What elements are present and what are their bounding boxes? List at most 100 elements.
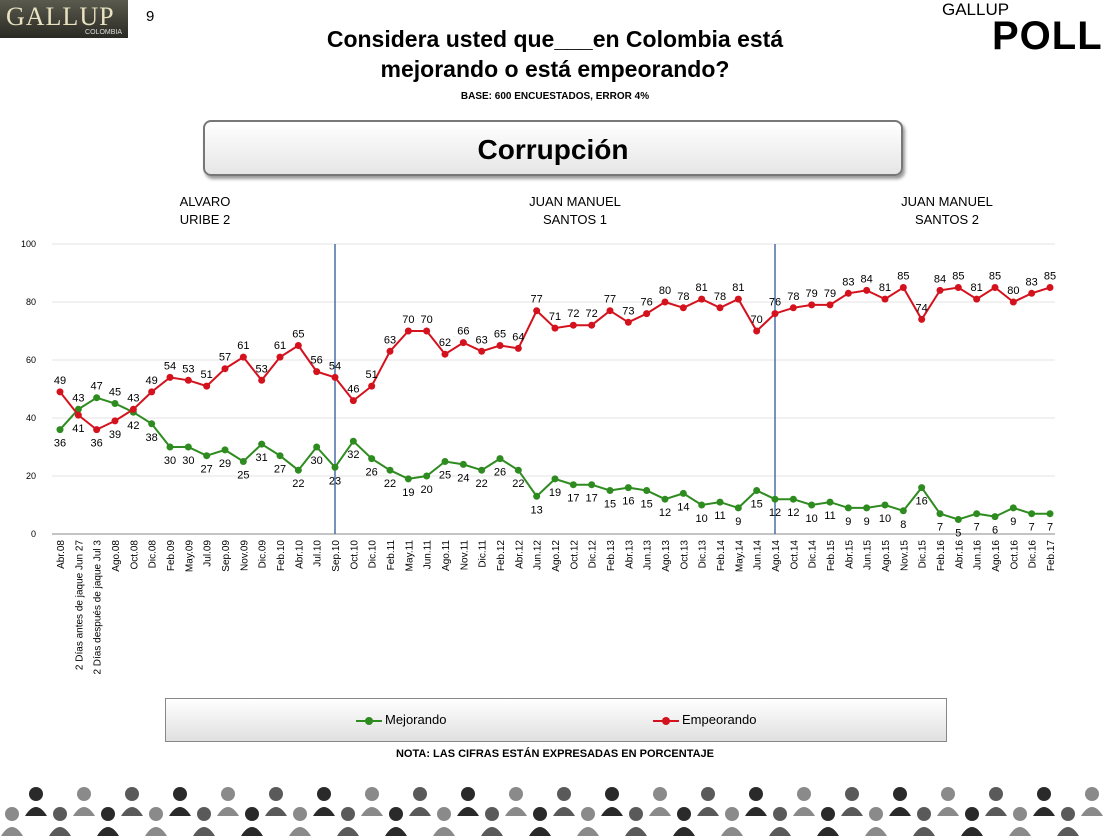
line-chart: 0 20 40 60 80 100 Abr.08 2 Días antes de jaque … <box>21 239 1057 675</box>
person-silhouette-icon <box>217 787 239 816</box>
data-label: 70 <box>402 314 414 326</box>
data-label: 7 <box>974 522 980 534</box>
data-point <box>753 327 761 335</box>
data-point <box>203 382 211 390</box>
x-tick-label: Jun.11 <box>423 540 434 570</box>
data-label: 22 <box>512 478 524 490</box>
data-point <box>294 342 302 349</box>
person-silhouette-icon <box>385 807 407 836</box>
data-label: 7 <box>937 522 943 534</box>
data-point <box>918 315 926 323</box>
data-point <box>808 501 816 509</box>
data-label: 38 <box>146 432 158 444</box>
data-point <box>588 481 596 489</box>
person-silhouette-icon <box>985 787 1007 816</box>
person-silhouette-icon <box>721 807 743 836</box>
data-label: 9 <box>864 516 870 528</box>
x-tick-label: Feb.13 <box>606 540 617 572</box>
person-silhouette-icon <box>169 787 191 816</box>
period-label-line2: SANTOS 1 <box>542 212 608 227</box>
data-point <box>404 327 412 335</box>
x-tick-label: 2 Días después de jaque Jul 3 <box>93 540 104 675</box>
data-label: 23 <box>329 475 341 487</box>
data-label: 8 <box>900 519 906 531</box>
person-silhouette-icon <box>145 807 167 836</box>
x-tick-label: Dic.13 <box>698 540 709 569</box>
data-point <box>826 498 834 506</box>
data-point <box>661 298 669 306</box>
x-tick-label: Abr.15 <box>844 540 855 569</box>
data-label: 85 <box>989 271 1001 283</box>
data-point <box>459 460 467 468</box>
person-silhouette-icon <box>841 787 863 816</box>
data-label: 65 <box>292 329 304 341</box>
data-label: 19 <box>402 487 414 499</box>
x-tick-label: Abr.10 <box>294 540 305 569</box>
data-point <box>166 443 174 451</box>
data-label: 66 <box>457 326 469 338</box>
x-tick-label: Feb.15 <box>826 540 837 572</box>
data-label: 85 <box>1044 271 1056 283</box>
x-tick-label: May.14 <box>734 540 745 572</box>
x-tick-label: Jul.10 <box>313 540 324 567</box>
data-point <box>533 492 541 500</box>
data-point <box>844 289 852 297</box>
data-label: 72 <box>567 308 579 320</box>
data-point <box>349 397 357 405</box>
data-point <box>899 284 907 291</box>
data-label: 17 <box>586 493 598 505</box>
data-point <box>184 443 192 451</box>
person-silhouette-icon <box>409 787 431 816</box>
logo-left-subtext: COLOMBIA <box>85 29 122 36</box>
gallup-colombia-logo: GALLUP COLOMBIA <box>0 0 128 38</box>
data-label: 81 <box>971 282 983 294</box>
data-point <box>423 472 431 480</box>
data-point <box>74 411 82 419</box>
x-tick-label: Oct.16 <box>1009 540 1020 570</box>
person-silhouette-icon <box>913 807 935 836</box>
data-point <box>1046 510 1054 518</box>
green-line-marker-icon <box>356 714 382 728</box>
x-tick-label: Feb.14 <box>716 540 727 572</box>
y-tick-label: 0 <box>31 529 36 539</box>
person-silhouette-icon <box>601 787 623 816</box>
x-tick-label: Ago.12 <box>551 540 562 572</box>
person-silhouette-icon <box>769 807 791 836</box>
data-point <box>203 452 211 460</box>
person-silhouette-icon <box>937 787 959 816</box>
x-tick-label: Oct.13 <box>679 540 690 570</box>
data-point <box>1046 284 1054 291</box>
x-tick-label: Ago.08 <box>111 540 122 572</box>
data-point <box>624 318 632 326</box>
page-title-line1: Considera usted que___en Colombia está <box>326 26 784 52</box>
data-point <box>313 443 321 451</box>
x-tick-label: Nov.15 <box>899 540 910 571</box>
data-label: 74 <box>916 302 928 314</box>
data-point <box>771 495 779 503</box>
data-label: 65 <box>494 329 506 341</box>
data-label: 12 <box>787 507 799 519</box>
x-tick-label: Feb.12 <box>496 540 507 572</box>
data-point <box>111 400 119 407</box>
data-point <box>973 510 981 518</box>
person-silhouette-icon <box>865 807 887 836</box>
data-label: 73 <box>622 305 634 317</box>
x-tick-label: Dic.11 <box>478 540 489 568</box>
data-label: 15 <box>604 499 616 511</box>
x-tick-label: May.09 <box>184 540 195 572</box>
data-label: 15 <box>751 499 763 511</box>
data-point <box>533 307 541 315</box>
x-tick-label: Dic.08 <box>148 540 159 569</box>
data-point <box>606 487 614 494</box>
data-label: 27 <box>201 464 213 476</box>
data-label: 12 <box>769 507 781 519</box>
data-label: 61 <box>274 340 286 352</box>
data-point <box>1009 298 1017 306</box>
data-label: 85 <box>897 271 909 283</box>
data-point <box>954 516 962 523</box>
data-point <box>184 376 192 384</box>
period-label-santos2: JUAN MANUEL SANTOS 2 <box>862 193 1032 229</box>
person-silhouette-icon <box>673 807 695 836</box>
data-label: 85 <box>952 271 964 283</box>
data-point <box>716 498 724 506</box>
